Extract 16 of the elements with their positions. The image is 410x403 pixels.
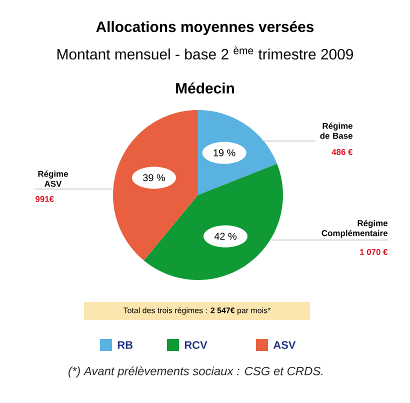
text: 486 € [332,149,353,156]
chart-subtitle: Montant mensuel - base 2 $^{ème}$ trimestre 2009 [57,46,353,60]
text: (*) Avant prélèvements sociaux : CSG et CRDS. [68,366,323,378]
legend-label: RB [118,341,133,349]
legend-label: ASV [273,341,296,349]
chart-title: Allocations moyennes versées [96,20,314,36]
text: Régime de Base [320,122,353,139]
data-label: 39 % [143,174,165,182]
text: Régime ASV [38,170,68,187]
text: 1 070 € [360,249,388,256]
data-label: 42 % [214,232,236,240]
text: Régime Complémentaire [322,220,388,238]
data-label: 19 % [214,149,236,156]
legend-label: RCV [184,341,208,349]
text: Médecin [176,82,234,94]
text: 991€ [35,196,54,202]
